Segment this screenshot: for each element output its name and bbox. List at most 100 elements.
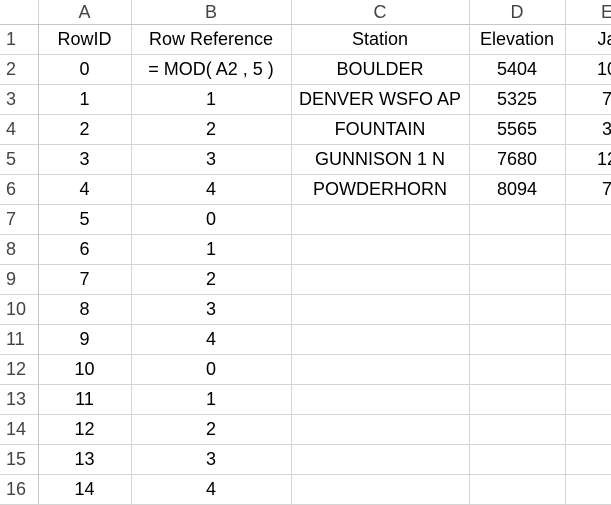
cell-e[interactable]: 7 — [565, 174, 611, 205]
cell-c[interactable] — [291, 204, 470, 235]
cell-c[interactable] — [291, 354, 470, 385]
row-header[interactable]: 1 — [0, 24, 39, 55]
cell-b[interactable]: 4 — [131, 324, 292, 355]
cell-a[interactable]: 4 — [38, 174, 132, 205]
cell-a[interactable]: 1 — [38, 84, 132, 115]
cell-b[interactable]: 2 — [131, 114, 292, 145]
cell-b[interactable]: 1 — [131, 384, 292, 415]
row-header[interactable]: 8 — [0, 234, 39, 265]
cell-d[interactable]: 7680 — [469, 144, 566, 175]
cell-b[interactable]: Row Reference — [131, 24, 292, 55]
cell-c[interactable] — [291, 324, 470, 355]
row-header[interactable]: 2 — [0, 54, 39, 85]
cell-a[interactable]: 9 — [38, 324, 132, 355]
cell-b[interactable]: 0 — [131, 204, 292, 235]
cell-a[interactable]: 8 — [38, 294, 132, 325]
cell-c[interactable] — [291, 234, 470, 265]
cell-d[interactable]: 5404 — [469, 54, 566, 85]
select-all-corner[interactable] — [0, 0, 39, 25]
cell-d[interactable] — [469, 354, 566, 385]
cell-e[interactable] — [565, 444, 611, 475]
column-header-c[interactable]: C — [291, 0, 470, 25]
cell-b[interactable]: 1 — [131, 234, 292, 265]
cell-e[interactable]: 7 — [565, 84, 611, 115]
row-header[interactable]: 14 — [0, 414, 39, 445]
cell-d[interactable] — [469, 444, 566, 475]
cell-b[interactable]: 4 — [131, 474, 292, 505]
cell-b[interactable]: 3 — [131, 444, 292, 475]
cell-a[interactable]: 5 — [38, 204, 132, 235]
cell-e[interactable] — [565, 294, 611, 325]
cell-d[interactable] — [469, 384, 566, 415]
cell-d[interactable] — [469, 234, 566, 265]
cell-b[interactable]: 2 — [131, 264, 292, 295]
cell-e[interactable]: 12 — [565, 144, 611, 175]
cell-e[interactable] — [565, 354, 611, 385]
cell-e[interactable] — [565, 474, 611, 505]
row-header[interactable]: 12 — [0, 354, 39, 385]
cell-c[interactable] — [291, 294, 470, 325]
cell-b[interactable]: 3 — [131, 144, 292, 175]
column-header-b[interactable]: B — [131, 0, 292, 25]
cell-e[interactable]: Ja — [565, 24, 611, 55]
column-header-e[interactable]: E — [565, 0, 611, 25]
cell-d[interactable] — [469, 474, 566, 505]
cell-e[interactable] — [565, 234, 611, 265]
cell-b[interactable]: 1 — [131, 84, 292, 115]
column-header-d[interactable]: D — [469, 0, 566, 25]
cell-c[interactable] — [291, 264, 470, 295]
cell-e[interactable] — [565, 414, 611, 445]
cell-b[interactable]: 4 — [131, 174, 292, 205]
cell-e[interactable]: 3 — [565, 114, 611, 145]
row-header[interactable]: 10 — [0, 294, 39, 325]
cell-a[interactable]: 3 — [38, 144, 132, 175]
cell-b[interactable]: 3 — [131, 294, 292, 325]
cell-d[interactable] — [469, 264, 566, 295]
cell-b[interactable]: = MOD( A2 , 5 ) — [131, 54, 292, 85]
cell-b[interactable]: 0 — [131, 354, 292, 385]
row-header[interactable]: 15 — [0, 444, 39, 475]
cell-d[interactable]: 5565 — [469, 114, 566, 145]
cell-b[interactable]: 2 — [131, 414, 292, 445]
cell-e[interactable] — [565, 324, 611, 355]
cell-c[interactable]: POWDERHORN — [291, 174, 470, 205]
row-header[interactable]: 3 — [0, 84, 39, 115]
cell-a[interactable]: 14 — [38, 474, 132, 505]
cell-a[interactable]: RowID — [38, 24, 132, 55]
row-header[interactable]: 11 — [0, 324, 39, 355]
row-header[interactable]: 6 — [0, 174, 39, 205]
cell-c[interactable]: BOULDER — [291, 54, 470, 85]
row-header[interactable]: 4 — [0, 114, 39, 145]
cell-e[interactable] — [565, 264, 611, 295]
cell-c[interactable] — [291, 474, 470, 505]
cell-c[interactable]: Station — [291, 24, 470, 55]
column-header-a[interactable]: A — [38, 0, 132, 25]
cell-d[interactable] — [469, 324, 566, 355]
cell-a[interactable]: 12 — [38, 414, 132, 445]
cell-d[interactable]: 5325 — [469, 84, 566, 115]
cell-e[interactable]: 10 — [565, 54, 611, 85]
cell-c[interactable]: FOUNTAIN — [291, 114, 470, 145]
cell-a[interactable]: 0 — [38, 54, 132, 85]
cell-c[interactable]: GUNNISON 1 N — [291, 144, 470, 175]
cell-c[interactable] — [291, 444, 470, 475]
cell-d[interactable]: 8094 — [469, 174, 566, 205]
row-header[interactable]: 13 — [0, 384, 39, 415]
row-header[interactable]: 9 — [0, 264, 39, 295]
cell-c[interactable] — [291, 384, 470, 415]
cell-d[interactable] — [469, 204, 566, 235]
cell-a[interactable]: 2 — [38, 114, 132, 145]
cell-e[interactable] — [565, 204, 611, 235]
row-header[interactable]: 5 — [0, 144, 39, 175]
cell-a[interactable]: 7 — [38, 264, 132, 295]
cell-e[interactable] — [565, 384, 611, 415]
cell-a[interactable]: 11 — [38, 384, 132, 415]
cell-a[interactable]: 10 — [38, 354, 132, 385]
cell-c[interactable] — [291, 414, 470, 445]
cell-c[interactable]: DENVER WSFO AP — [291, 84, 470, 115]
cell-d[interactable]: Elevation — [469, 24, 566, 55]
cell-d[interactable] — [469, 414, 566, 445]
row-header[interactable]: 7 — [0, 204, 39, 235]
cell-a[interactable]: 6 — [38, 234, 132, 265]
cell-a[interactable]: 13 — [38, 444, 132, 475]
